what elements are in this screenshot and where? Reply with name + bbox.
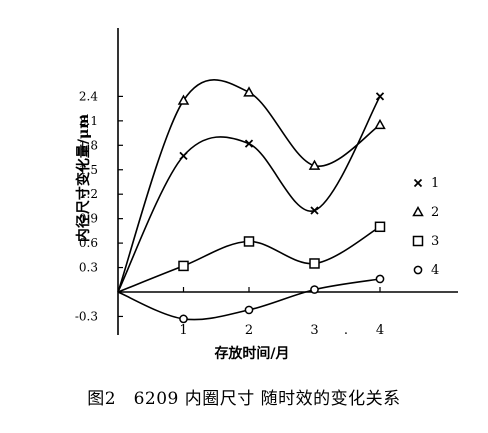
- data-point-series-3: [309, 258, 320, 269]
- legend-label-3: 3: [431, 234, 439, 249]
- legend-marker-1: [413, 178, 423, 188]
- legend-label-4: 4: [431, 263, 439, 278]
- data-point-series-1: [375, 92, 385, 101]
- data-point-series-3: [178, 260, 189, 272]
- data-point-series-2: [374, 118, 386, 130]
- data-point-series-2: [308, 159, 321, 170]
- y-tick-label: 2.4: [79, 89, 98, 103]
- x-tick-label: 3: [310, 323, 318, 338]
- legend-label-1: 1: [431, 176, 439, 191]
- series-line-1: [117, 96, 381, 293]
- curves: [117, 79, 381, 321]
- data-point-series-3: [243, 236, 255, 247]
- data-point-series-1: [310, 206, 319, 215]
- y-tick-label: 0.9: [79, 212, 98, 226]
- x-tick-mark-extra: .: [344, 323, 348, 338]
- data-point-series-2: [243, 86, 255, 97]
- legend-label-2: 2: [431, 205, 439, 220]
- markers: [177, 86, 386, 324]
- data-point-series-4: [375, 274, 385, 284]
- data-point-series-1: [179, 151, 188, 161]
- data-point-series-3: [374, 221, 386, 233]
- axes: [117, 28, 458, 335]
- y-axis-title: 内径尺寸变化量/μm: [75, 114, 92, 242]
- labels: -0.3 0.3 0.6 0.9 1.2 1.5 1.8 2.1 2.4 1 2 3 4. 存放时间/月 内…: [75, 89, 384, 362]
- data-point-series-1: [244, 139, 254, 148]
- x-tick-label: 1: [179, 323, 187, 338]
- y-tick-label: 0.3: [79, 261, 98, 275]
- data-point-series-2: [177, 94, 190, 105]
- y-tick-label: -0.3: [75, 309, 98, 323]
- x-axis-title: 存放时间/月: [214, 345, 289, 362]
- y-tick-label: 1.2: [79, 187, 98, 201]
- legend-marker-3: [412, 235, 424, 247]
- x-tick-label: 4: [376, 323, 384, 338]
- data-point-series-4: [244, 305, 254, 315]
- y-tick-label: 0.6: [79, 236, 98, 250]
- data-point-series-4: [310, 285, 319, 294]
- y-tick-label: 1.5: [79, 163, 98, 177]
- y-tick-label: 1.8: [79, 138, 98, 152]
- series-line-2: [117, 79, 381, 293]
- figure-caption: 图2 6209 内圈尺寸 随时效的变化关系: [87, 389, 401, 409]
- y-tick-label: 2.1: [79, 114, 98, 128]
- data-point-series-4: [179, 314, 188, 324]
- x-tick-label: 2: [245, 323, 253, 338]
- legend-marker-2: [412, 205, 424, 217]
- legend: 1 2 3 4: [412, 176, 439, 278]
- legend-marker-4: [413, 265, 423, 275]
